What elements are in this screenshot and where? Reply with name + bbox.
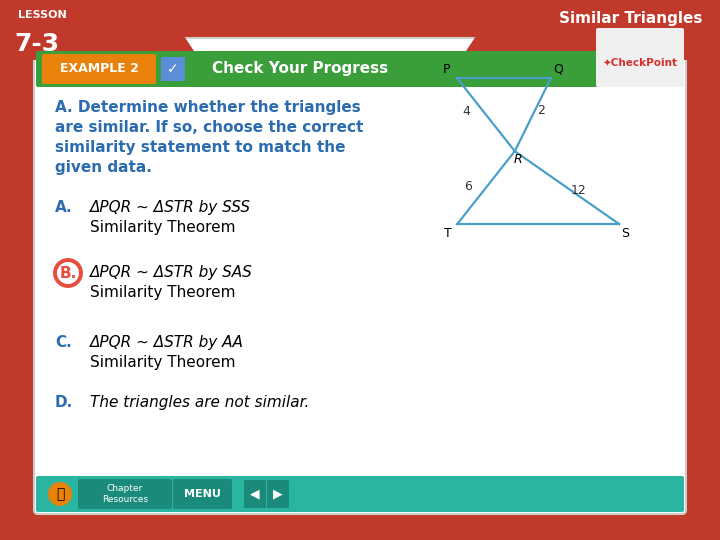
Text: Similar Triangles: Similar Triangles <box>559 10 702 25</box>
Text: ✓: ✓ <box>167 62 179 76</box>
FancyBboxPatch shape <box>161 57 185 81</box>
FancyBboxPatch shape <box>36 476 684 512</box>
Text: ΔPQR ~ ΔSTR by SAS: ΔPQR ~ ΔSTR by SAS <box>90 265 253 280</box>
FancyBboxPatch shape <box>267 480 289 508</box>
Text: similarity statement to match the: similarity statement to match the <box>55 140 346 155</box>
Text: Check Your Progress: Check Your Progress <box>212 62 388 77</box>
Text: A.: A. <box>55 200 73 215</box>
Text: 6: 6 <box>464 180 472 193</box>
Text: ΔPQR ~ ΔSTR by SSS: ΔPQR ~ ΔSTR by SSS <box>90 200 251 215</box>
Text: ◀: ◀ <box>250 488 260 501</box>
FancyBboxPatch shape <box>78 479 172 509</box>
Text: 2: 2 <box>538 104 545 117</box>
Text: S: S <box>621 227 629 240</box>
Text: P: P <box>443 63 450 76</box>
Text: Similarity Theorem: Similarity Theorem <box>90 285 235 300</box>
Circle shape <box>48 482 72 506</box>
Text: Similarity Theorem: Similarity Theorem <box>90 355 235 370</box>
Text: R: R <box>514 153 523 166</box>
Text: MENU: MENU <box>184 489 220 499</box>
FancyBboxPatch shape <box>244 480 266 508</box>
FancyBboxPatch shape <box>596 28 684 87</box>
FancyBboxPatch shape <box>36 51 600 87</box>
FancyBboxPatch shape <box>173 479 232 509</box>
Text: ΔPQR ~ ΔSTR by AA: ΔPQR ~ ΔSTR by AA <box>90 335 244 350</box>
Text: A. Determine whether the triangles: A. Determine whether the triangles <box>55 100 361 115</box>
Text: T: T <box>444 227 451 240</box>
Text: ✦CheckPoint: ✦CheckPoint <box>603 58 678 68</box>
Text: 12: 12 <box>571 184 587 197</box>
Polygon shape <box>460 0 720 60</box>
Text: Q: Q <box>553 63 563 76</box>
FancyBboxPatch shape <box>34 38 686 514</box>
Text: Chapter
Resources: Chapter Resources <box>102 484 148 504</box>
Text: ▶: ▶ <box>273 488 283 501</box>
Text: B.: B. <box>59 266 76 280</box>
Text: Similarity Theorem: Similarity Theorem <box>90 220 235 235</box>
Text: D.: D. <box>55 395 73 410</box>
Text: C.: C. <box>55 335 72 350</box>
Text: are similar. If so, choose the correct: are similar. If so, choose the correct <box>55 120 364 135</box>
Text: given data.: given data. <box>55 160 152 175</box>
Text: 7-3: 7-3 <box>14 32 59 56</box>
Text: LESSON: LESSON <box>18 10 67 20</box>
Text: 4: 4 <box>463 105 470 118</box>
Text: 🌐: 🌐 <box>56 487 64 501</box>
FancyBboxPatch shape <box>42 54 156 84</box>
Text: The triangles are not similar.: The triangles are not similar. <box>90 395 310 410</box>
Polygon shape <box>0 0 200 60</box>
Text: EXAMPLE 2: EXAMPLE 2 <box>60 63 138 76</box>
